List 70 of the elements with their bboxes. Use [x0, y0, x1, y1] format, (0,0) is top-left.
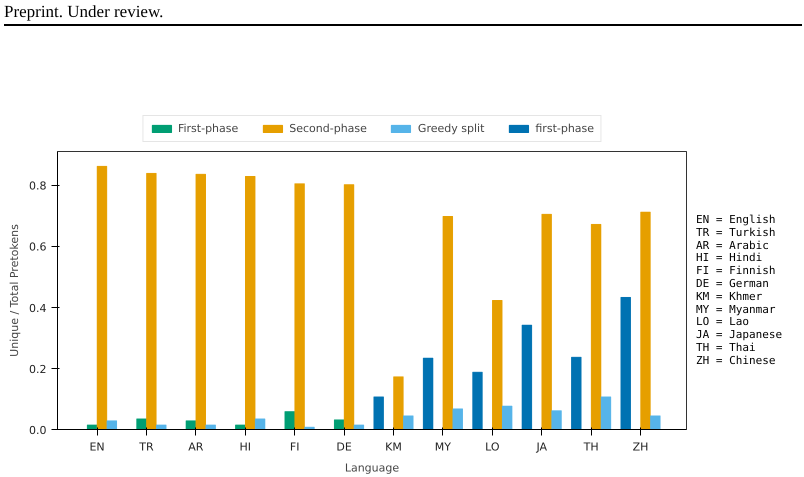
text: TR = Turkish [696, 226, 776, 239]
bar [146, 172, 157, 430]
text: HI = Hindi [696, 251, 762, 264]
bar [284, 411, 295, 430]
bar [442, 216, 454, 430]
bar [196, 174, 206, 430]
x-tick-label: AR [188, 440, 204, 454]
bar [354, 424, 364, 430]
bar [600, 396, 612, 430]
legend-label: First-phase [178, 122, 238, 135]
bar [106, 420, 118, 430]
y-tick-label: 0.8 [29, 180, 47, 193]
y-tick-label: 0.4 [29, 302, 47, 315]
bar [393, 376, 404, 430]
legend-label: Greedy split [418, 122, 484, 135]
bar [334, 419, 344, 430]
x-tick-label: MY [434, 440, 452, 454]
bar [551, 410, 562, 430]
bar [254, 418, 266, 430]
bar [640, 212, 651, 430]
legend-label: Second-phase [289, 122, 367, 135]
x-tick-label: ZH [632, 440, 648, 454]
text: TH = Thai [696, 340, 756, 354]
legend-label: first-phase [535, 122, 594, 135]
x-tick-label: EN [89, 440, 105, 454]
text: Preprint. Under review. [4, 2, 164, 22]
y-axis-title: Unique / Total Pretokens [8, 224, 22, 357]
bar [403, 416, 414, 430]
bar [96, 166, 108, 430]
bar [205, 424, 216, 430]
text: AR = Arabic [696, 238, 769, 252]
bar [472, 372, 483, 430]
x-tick-label: DE [336, 440, 352, 454]
text: KM = Khmer [696, 290, 762, 303]
bar [422, 358, 434, 430]
bar [522, 324, 532, 430]
bar [620, 296, 631, 430]
x-tick-label: FI [290, 440, 300, 454]
bar [590, 224, 602, 430]
bar [294, 183, 305, 430]
bar [541, 214, 552, 430]
text: ZH = Chinese [696, 354, 776, 367]
text: EN = English [696, 213, 776, 226]
text: DE = German [696, 276, 769, 290]
bar [136, 418, 147, 430]
x-tick-label: KM [385, 440, 402, 454]
text: LO = Lao [696, 315, 749, 328]
bar [650, 416, 661, 430]
bar [344, 184, 354, 430]
bar [571, 356, 582, 430]
x-tick-label: HI [240, 440, 252, 454]
x-tick-label: LO [485, 440, 500, 454]
text: FI = Finnish [696, 264, 776, 278]
bar [156, 424, 166, 430]
bar [502, 406, 512, 430]
x-tick-label: TH [582, 440, 599, 454]
x-tick-label: TR [138, 440, 154, 454]
bar [373, 396, 384, 430]
y-tick-label: 0.2 [29, 362, 47, 376]
x-axis-title: Language [344, 462, 400, 474]
bar [235, 424, 246, 430]
text: JA = Japanese [696, 328, 782, 342]
y-tick-label: 0.0 [29, 424, 47, 437]
text: MY = Myanmar [696, 302, 776, 316]
bar [492, 300, 502, 430]
y-tick-label: 0.6 [29, 240, 47, 254]
x-tick-label: JA [535, 440, 548, 454]
bar [452, 408, 463, 430]
bar [304, 426, 315, 430]
bar [245, 176, 256, 430]
